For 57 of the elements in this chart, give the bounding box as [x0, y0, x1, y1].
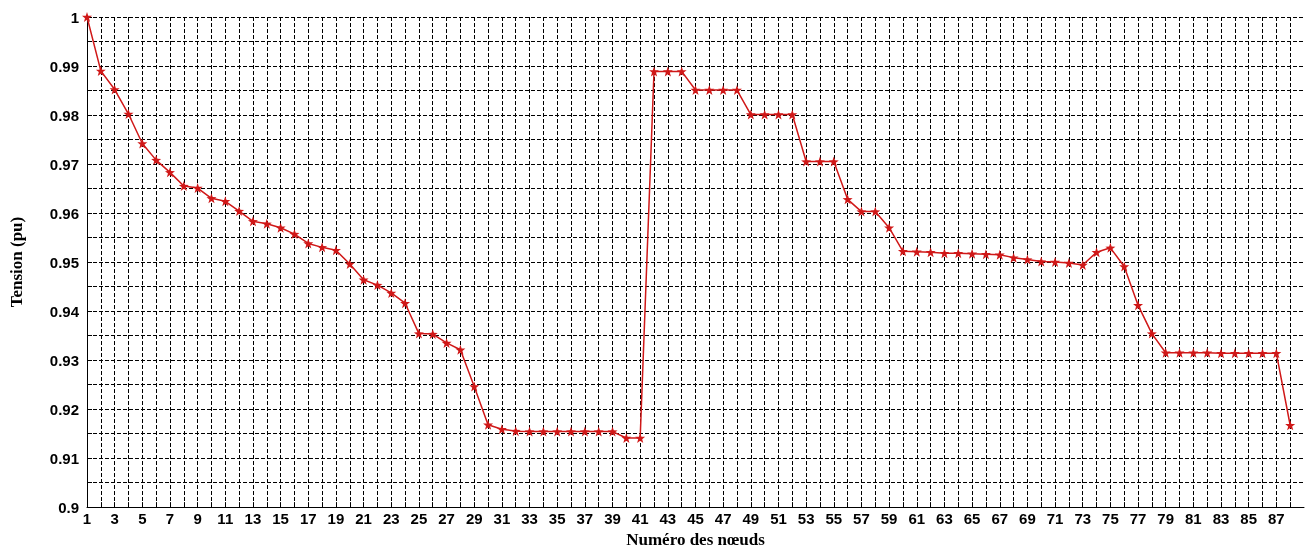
y-tick-label: 0.94: [49, 302, 80, 320]
x-tick-label: 51: [770, 510, 787, 528]
x-tick-label: 11: [217, 510, 234, 528]
x-tick-label: 35: [548, 510, 566, 528]
x-tick-label: 1: [82, 510, 92, 528]
x-tick-label: 83: [1212, 510, 1230, 528]
x-tick-label: 29: [465, 510, 483, 528]
x-tick-label: 5: [138, 510, 147, 528]
x-tick-label: 39: [604, 510, 621, 528]
x-tick-label: 87: [1268, 510, 1285, 528]
x-tick-label: 25: [410, 510, 428, 528]
x-tick-label: 49: [742, 510, 760, 528]
x-tick-label: 53: [797, 510, 815, 528]
y-tick-label: 0.98: [49, 106, 79, 124]
y-tick-label: 0.91: [49, 449, 79, 467]
x-tick-label: 3: [110, 510, 119, 528]
x-tick-label: 27: [438, 510, 455, 528]
x-tick-label: 19: [327, 510, 345, 528]
y-tick-label: 0.96: [49, 204, 79, 222]
y-tick-label: 0.9: [58, 498, 79, 516]
x-tick-label: 31: [493, 510, 511, 528]
x-tick-label: 63: [936, 510, 953, 528]
x-tick-label: 23: [382, 510, 400, 528]
x-tick-label: 33: [521, 510, 538, 528]
x-tick-label: 21: [355, 510, 372, 528]
y-tick-label: 0.99: [49, 57, 79, 75]
x-tick-label: 61: [908, 510, 926, 528]
x-axis-title: Numéro des nœuds: [626, 530, 766, 549]
y-tick-label: 0.97: [49, 155, 79, 173]
x-tick-label: 55: [825, 510, 843, 528]
x-tick-label: 57: [853, 510, 870, 528]
x-tick-label: 77: [1129, 510, 1147, 528]
x-tick-label: 15: [272, 510, 289, 528]
x-tick-label: 69: [1019, 510, 1036, 528]
x-tick-label: 81: [1185, 510, 1202, 528]
x-tick-label: 79: [1157, 510, 1175, 528]
x-tick-label: 71: [1046, 510, 1064, 528]
x-tick-label: 17: [299, 510, 317, 528]
x-tick-label: 45: [687, 510, 704, 528]
y-tick-label: 0.92: [49, 400, 79, 418]
x-tick-label: 85: [1240, 510, 1258, 528]
x-tick-label: 73: [1074, 510, 1092, 528]
x-tick-label: 9: [193, 510, 202, 528]
x-tick-label: 43: [659, 510, 677, 528]
y-tick-label: 0.95: [49, 253, 79, 271]
x-tick-label: 67: [991, 510, 1009, 528]
x-tick-label: 65: [963, 510, 981, 528]
x-tick-label: 47: [714, 510, 732, 528]
y-tick-label: 0.93: [49, 351, 79, 369]
x-tick-label: 13: [244, 510, 262, 528]
y-axis-title: Tension (pu): [7, 216, 26, 308]
x-tick-label: 7: [165, 510, 175, 528]
x-tick-label: 59: [880, 510, 898, 528]
y-tick-label: 1: [70, 8, 79, 26]
x-tick-label: 41: [631, 510, 649, 528]
x-tick-label: 75: [1102, 510, 1119, 528]
x-tick-label: 37: [576, 510, 594, 528]
